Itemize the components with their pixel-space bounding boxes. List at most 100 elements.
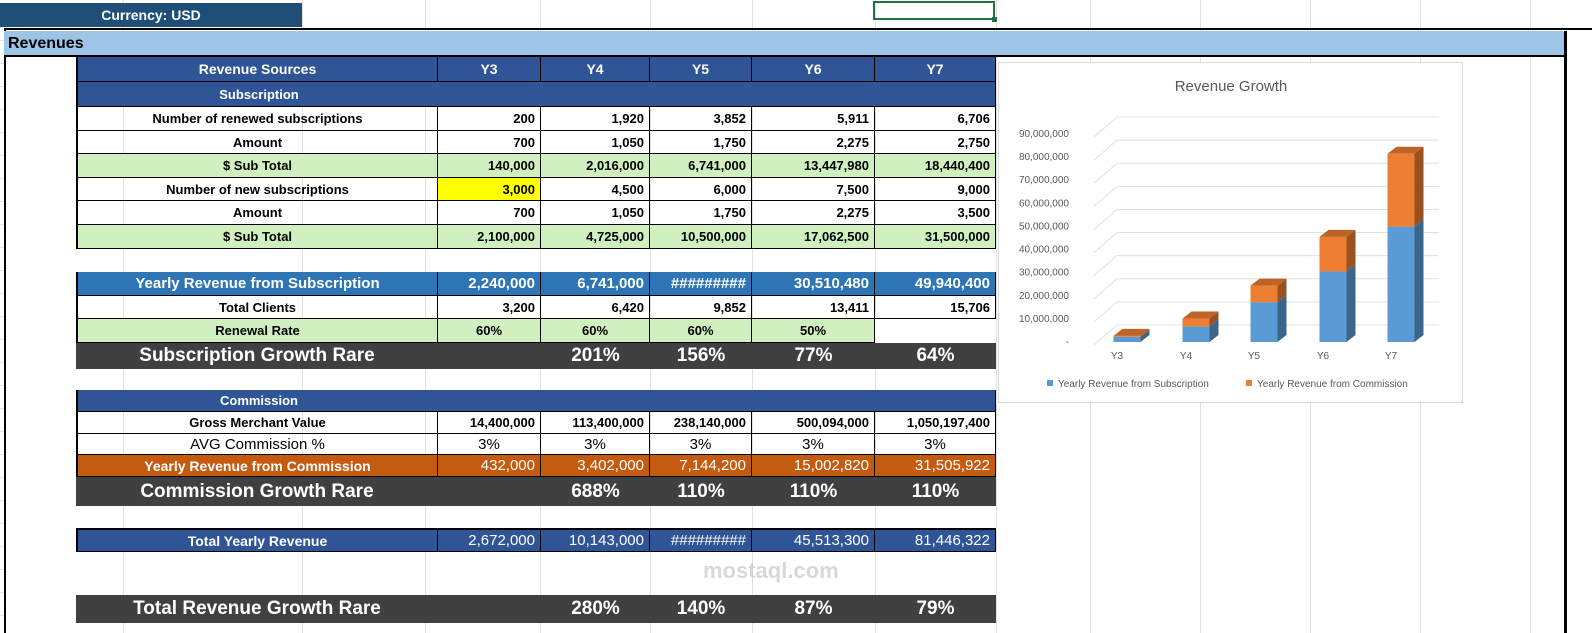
cell-y7[interactable]: 15,706 [875, 296, 996, 319]
row-label[interactable]: $ Sub Total [76, 225, 438, 249]
cell-y5[interactable]: 140% [650, 595, 752, 623]
cell-y7[interactable]: 49,940,400 [875, 272, 996, 296]
cell-y6[interactable]: 77% [752, 343, 875, 369]
section-header-cell[interactable]: Commission [76, 390, 996, 412]
row-label[interactable]: AVG Commission % [76, 434, 438, 455]
cell-y3[interactable]: 3,200 [438, 296, 541, 319]
row-label[interactable]: Revenue Sources [76, 57, 438, 82]
cell-y5[interactable]: ######### [650, 528, 752, 552]
cell-y3[interactable]: 2,672,000 [438, 528, 541, 552]
cell-y4[interactable]: 3,402,000 [541, 455, 650, 477]
cell-y7[interactable]: 1,050,197,400 [875, 412, 996, 434]
cell-y3[interactable]: 700 [438, 201, 541, 225]
row-label[interactable]: Number of new subscriptions [76, 178, 438, 201]
cell-y6[interactable]: 13,411 [752, 296, 875, 319]
row-label[interactable]: Amount [76, 201, 438, 225]
cell-y4[interactable]: 1,920 [541, 107, 650, 131]
cell-y6[interactable]: 13,447,980 [752, 154, 875, 178]
row-label[interactable]: Total Clients [76, 296, 438, 319]
cell-y4[interactable]: 201% [541, 343, 650, 369]
cell-y6[interactable]: 3% [752, 434, 875, 455]
cell-y5[interactable]: 3% [650, 434, 752, 455]
cell-y7[interactable]: 2,750 [875, 131, 996, 154]
cell-y6[interactable]: 17,062,500 [752, 225, 875, 249]
row-label[interactable]: Yearly Revenue from Commission [76, 455, 438, 477]
cell-y6[interactable]: 2,275 [752, 131, 875, 154]
cell-y6[interactable]: 50% [752, 319, 875, 343]
cell-y5[interactable]: 3,852 [650, 107, 752, 131]
cell-y3[interactable] [438, 343, 541, 369]
cell-y5[interactable]: 9,852 [650, 296, 752, 319]
cell-y4[interactable]: 113,400,000 [541, 412, 650, 434]
row-label[interactable]: Total Yearly Revenue [76, 528, 438, 552]
cell-y7[interactable]: 110% [875, 477, 996, 506]
cell-y4[interactable]: 1,050 [541, 131, 650, 154]
row-label[interactable]: Yearly Revenue from Subscription [76, 272, 438, 296]
cell-y3[interactable]: 140,000 [438, 154, 541, 178]
cell-y3[interactable]: 700 [438, 131, 541, 154]
row-label[interactable]: Commission Growth Rare [76, 477, 438, 506]
row-label[interactable]: Subscription Growth Rare [76, 343, 438, 369]
cell-y6[interactable]: 15,002,820 [752, 455, 875, 477]
cell-y4[interactable]: 688% [541, 477, 650, 506]
cell-y4[interactable]: 10,143,000 [541, 528, 650, 552]
cell-y4[interactable]: 6,420 [541, 296, 650, 319]
cell-y7[interactable]: 3,500 [875, 201, 996, 225]
section-title[interactable]: Revenues [4, 31, 1566, 57]
cell-y7[interactable]: 81,446,322 [875, 528, 996, 552]
cell-y6[interactable]: 7,500 [752, 178, 875, 201]
cell-y5[interactable]: Y5 [650, 57, 752, 82]
row-label[interactable]: Renewal Rate [76, 319, 438, 343]
cell-y3[interactable]: 3% [438, 434, 541, 455]
cell-y3[interactable]: 2,240,000 [438, 272, 541, 296]
cell-y6[interactable]: 87% [752, 595, 875, 623]
row-label[interactable]: $ Sub Total [76, 154, 438, 178]
cell-y3[interactable] [438, 477, 541, 506]
cell-y7[interactable]: 3% [875, 434, 996, 455]
row-label[interactable]: Amount [76, 131, 438, 154]
cell-y3[interactable]: 14,400,000 [438, 412, 541, 434]
cell-y4[interactable]: 60% [541, 319, 650, 343]
cell-y3[interactable]: 200 [438, 107, 541, 131]
cell-y4[interactable]: 2,016,000 [541, 154, 650, 178]
cell-y5[interactable]: 238,140,000 [650, 412, 752, 434]
selected-cell[interactable] [873, 1, 997, 22]
cell-y5[interactable]: 1,750 [650, 201, 752, 225]
cell-y5[interactable]: 10,500,000 [650, 225, 752, 249]
cell-y5[interactable]: 1,750 [650, 131, 752, 154]
cell-y3[interactable]: 2,100,000 [438, 225, 541, 249]
cell-y6[interactable]: 110% [752, 477, 875, 506]
cell-y6[interactable]: 2,275 [752, 201, 875, 225]
cell-y3[interactable]: 432,000 [438, 455, 541, 477]
cell-y5[interactable]: 6,741,000 [650, 154, 752, 178]
cell-y4[interactable]: 6,741,000 [541, 272, 650, 296]
row-label[interactable]: Total Revenue Growth Rare [76, 595, 438, 623]
cell-y7[interactable]: 31,500,000 [875, 225, 996, 249]
cell-y5[interactable]: 60% [650, 319, 752, 343]
cell-y3[interactable]: 60% [438, 319, 541, 343]
cell-y7[interactable] [875, 319, 996, 343]
cell-y6[interactable]: 45,513,300 [752, 528, 875, 552]
cell-y5[interactable]: 156% [650, 343, 752, 369]
cell-y5[interactable]: 110% [650, 477, 752, 506]
section-header-cell[interactable]: Subscription [76, 82, 996, 107]
cell-y3[interactable]: Y3 [438, 57, 541, 82]
cell-y3[interactable]: 3,000 [438, 178, 541, 201]
cell-y4[interactable]: Y4 [541, 57, 650, 82]
revenue-growth-chart[interactable]: Revenue Growth - 10,000,000 20,000,000 30,00… [998, 62, 1463, 403]
cell-y5[interactable]: 7,144,200 [650, 455, 752, 477]
cell-y6[interactable]: 5,911 [752, 107, 875, 131]
cell-y4[interactable]: 4,500 [541, 178, 650, 201]
cell-y6[interactable]: Y6 [752, 57, 875, 82]
cell-y6[interactable]: 30,510,480 [752, 272, 875, 296]
cell-y5[interactable]: 6,000 [650, 178, 752, 201]
cell-y3[interactable] [438, 595, 541, 623]
cell-y5[interactable]: ######### [650, 272, 752, 296]
currency-label[interactable]: Currency: USD [0, 3, 302, 27]
cell-y7[interactable]: 64% [875, 343, 996, 369]
cell-y4[interactable]: 4,725,000 [541, 225, 650, 249]
cell-y4[interactable]: 1,050 [541, 201, 650, 225]
cell-y7[interactable]: 18,440,400 [875, 154, 996, 178]
cell-y4[interactable]: 3% [541, 434, 650, 455]
cell-y7[interactable]: 79% [875, 595, 996, 623]
